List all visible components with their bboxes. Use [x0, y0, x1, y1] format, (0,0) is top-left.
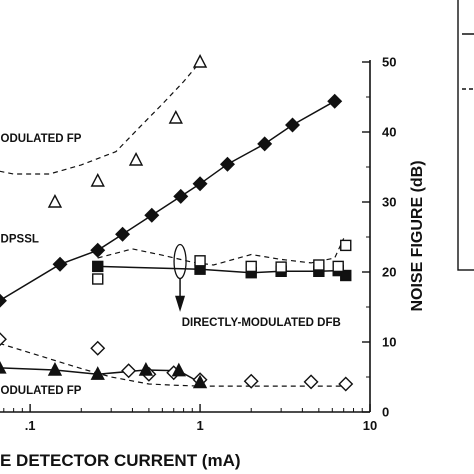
- data-point: [115, 226, 131, 242]
- y-tick-label: 10: [382, 335, 396, 350]
- data-point: [90, 366, 105, 380]
- data-point: [219, 156, 235, 172]
- data-point: [313, 259, 325, 271]
- group-ellipse: [173, 243, 187, 280]
- y-tick-label: 50: [382, 55, 396, 70]
- legend-box: [457, 0, 474, 271]
- annotation: ODULATED FP: [1, 133, 82, 145]
- data-point: [52, 256, 68, 272]
- x-axis-title: E DETECTOR CURRENT (mA): [0, 451, 241, 470]
- series-4: [97, 265, 347, 277]
- data-point: [338, 376, 354, 392]
- y-tick-label: 20: [382, 265, 396, 280]
- data-point: [194, 255, 206, 267]
- data-point: [138, 361, 154, 376]
- x-tick-label: 10: [363, 418, 377, 433]
- data-point: [340, 269, 352, 282]
- series-line: [0, 342, 346, 387]
- data-point: [245, 260, 257, 273]
- data-point: [192, 176, 208, 192]
- series-3: [0, 61, 201, 175]
- annotation: DIRECTLY-MODULATED DFB: [182, 317, 341, 329]
- data-point: [192, 374, 208, 389]
- chart-marks: [0, 53, 354, 392]
- data-point: [47, 361, 63, 376]
- data-point: [168, 109, 183, 124]
- data-point: [90, 340, 106, 356]
- data-point: [90, 242, 106, 258]
- series-line: [97, 238, 345, 266]
- legend-frame: [457, 0, 474, 271]
- series-6: [97, 238, 345, 266]
- data-point: [0, 332, 7, 347]
- data-point: [327, 93, 343, 109]
- data-point: [0, 360, 7, 374]
- axes: .1 1 10 0 10 20 30 40 50 ODULATED FP DPSSL DIRECTLY…: [0, 55, 396, 433]
- data-point: [47, 193, 63, 208]
- data-point: [92, 273, 104, 285]
- data-point: [128, 151, 144, 166]
- group-arrow-head: [175, 295, 186, 312]
- y-tick-label: 0: [382, 405, 389, 420]
- x-tick-label: .1: [25, 418, 36, 433]
- data-point: [121, 363, 137, 379]
- data-point: [257, 136, 273, 152]
- data-point: [173, 188, 189, 204]
- data-point: [144, 207, 160, 223]
- data-point: [92, 260, 104, 273]
- y-axis-title: NOISE FIGURE (dB): [409, 160, 426, 311]
- data-point: [303, 374, 319, 390]
- data-point: [0, 293, 7, 308]
- data-point: [192, 53, 208, 68]
- data-point: [332, 260, 344, 273]
- y-tick-label: 30: [382, 195, 396, 210]
- x-tick-label: 1: [196, 418, 203, 433]
- annotation: ODULATED FP: [1, 385, 82, 397]
- y-tick-label: 40: [382, 125, 396, 140]
- data-point: [285, 117, 301, 133]
- annotation: DPSSL: [1, 234, 39, 246]
- data-point: [90, 172, 105, 187]
- data-point: [171, 362, 186, 377]
- data-point: [243, 373, 259, 389]
- plot-area: [0, 61, 347, 387]
- data-point: [340, 239, 352, 252]
- series-line: [97, 265, 347, 277]
- series-8: [0, 342, 346, 387]
- series-line: [0, 61, 201, 175]
- data-point: [275, 261, 287, 273]
